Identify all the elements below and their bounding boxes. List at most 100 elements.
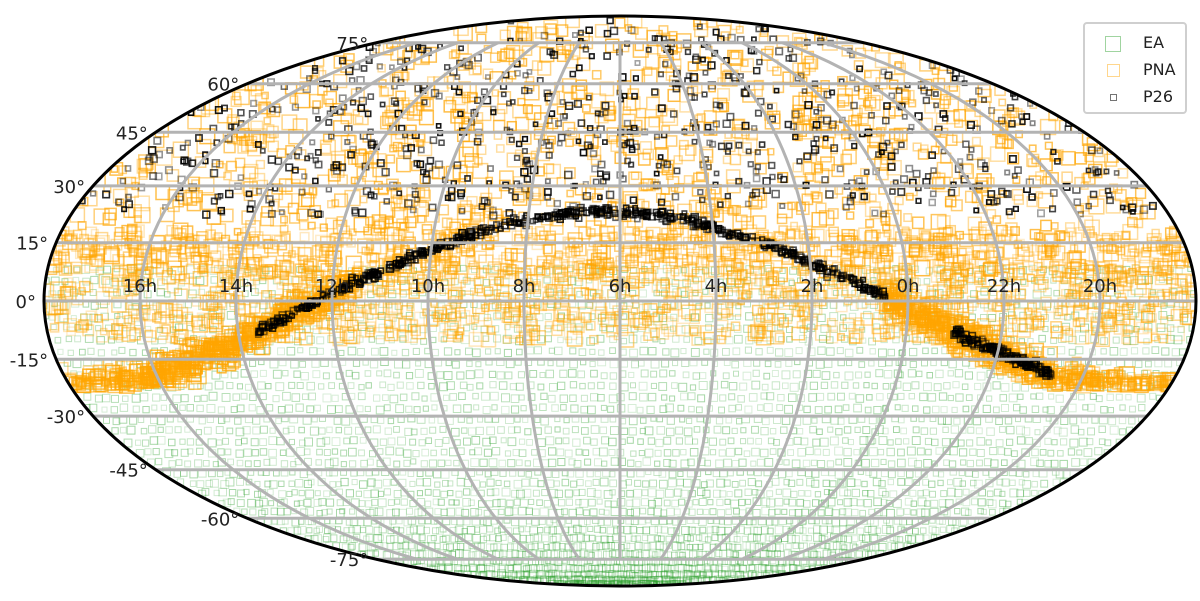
ea-point <box>1134 288 1144 298</box>
ea-point <box>309 347 318 356</box>
ea-point <box>129 348 137 357</box>
ea-point <box>474 369 484 379</box>
ea-point <box>621 565 628 572</box>
ea-point <box>596 334 605 343</box>
ea-point <box>606 526 615 535</box>
ea-point <box>916 370 923 378</box>
ea-point <box>172 394 182 404</box>
ea-point <box>496 371 505 380</box>
ea-point <box>637 575 645 584</box>
ea-point <box>856 346 864 354</box>
ea-point <box>711 525 720 534</box>
ea-point <box>458 392 466 400</box>
ea-point <box>551 404 559 412</box>
ea-point <box>961 383 969 390</box>
ea-point <box>1044 460 1052 468</box>
ea-point <box>609 563 619 573</box>
ea-point <box>245 383 252 391</box>
ea-point <box>610 457 620 466</box>
ea-point <box>393 460 401 468</box>
ea-point <box>277 347 286 356</box>
ea-point <box>508 426 516 434</box>
ea-point <box>477 564 486 572</box>
ea-point <box>135 439 142 446</box>
ea-point <box>931 527 940 535</box>
ea-point <box>488 370 497 378</box>
ea-point <box>893 516 903 525</box>
ea-point <box>210 478 219 488</box>
ea-point <box>809 381 818 390</box>
ea-point <box>462 498 471 507</box>
ea-point <box>842 404 850 411</box>
ea-point <box>393 426 400 433</box>
ea-point <box>675 426 684 435</box>
ea-point <box>377 490 385 497</box>
ea-point <box>1119 404 1126 411</box>
ea-point <box>414 369 424 378</box>
ea-point <box>777 470 787 479</box>
ea-point <box>626 508 635 516</box>
ea-point <box>840 535 848 543</box>
ea-point <box>1087 403 1096 412</box>
ea-point <box>682 478 692 488</box>
ea-point <box>976 371 986 381</box>
ea-point <box>418 534 426 542</box>
ea-point <box>920 527 927 534</box>
ea-point <box>405 405 413 413</box>
ea-point <box>703 508 710 516</box>
ea-point <box>1042 406 1049 413</box>
ea-point <box>690 348 700 357</box>
pna-point <box>320 143 332 155</box>
ea-point <box>511 550 520 558</box>
ea-point <box>493 542 503 552</box>
ea-point <box>297 347 304 354</box>
ea-point <box>88 403 98 413</box>
ea-point <box>878 348 887 358</box>
ea-point <box>760 392 768 400</box>
ea-point <box>583 436 591 445</box>
ea-point <box>989 508 996 516</box>
ea-point <box>440 508 448 517</box>
pna-point <box>752 215 767 230</box>
ea-point <box>348 542 356 550</box>
ea-point <box>889 490 898 499</box>
ea-point <box>507 437 517 447</box>
ea-point <box>686 570 695 580</box>
ea-point <box>642 526 651 535</box>
ea-point <box>536 570 545 579</box>
ea-point <box>631 498 641 508</box>
ea-point <box>545 436 555 446</box>
ea-point <box>607 580 615 586</box>
ea-point <box>607 541 616 550</box>
ea-point <box>635 569 644 578</box>
ea-point <box>420 460 428 468</box>
ea-point <box>528 543 535 550</box>
pna-point <box>543 163 555 175</box>
ea-point <box>543 544 550 551</box>
ea-point <box>641 576 649 585</box>
ea-point <box>783 459 790 466</box>
ea-point <box>771 370 779 377</box>
ea-point <box>977 498 986 507</box>
ea-point <box>634 575 644 584</box>
ea-point <box>974 479 983 489</box>
ea-point <box>359 480 368 489</box>
ea-point <box>565 498 574 506</box>
ea-point <box>838 542 846 550</box>
ea-point <box>512 564 522 574</box>
ea-point <box>571 571 578 578</box>
ea-point <box>937 471 945 478</box>
ea-point <box>831 526 841 536</box>
ea-point <box>931 347 938 355</box>
ea-point <box>407 542 415 550</box>
ea-point <box>647 392 657 402</box>
ea-point <box>639 346 648 356</box>
ea-point <box>83 392 92 401</box>
ea-point <box>648 579 657 586</box>
ea-point <box>488 458 498 468</box>
ea-point <box>575 570 582 577</box>
ea-point <box>1070 425 1080 434</box>
ea-point <box>268 436 278 446</box>
ea-point <box>728 382 738 391</box>
